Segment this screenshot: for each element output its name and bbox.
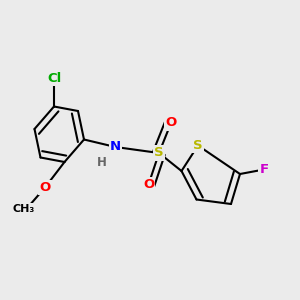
Text: O: O [39, 181, 51, 194]
Text: S: S [154, 146, 164, 160]
Text: Cl: Cl [47, 71, 61, 85]
Text: O: O [165, 116, 177, 130]
Text: H: H [97, 155, 107, 169]
Text: S: S [193, 139, 203, 152]
Text: F: F [260, 163, 268, 176]
Text: CH₃: CH₃ [13, 203, 35, 214]
Text: O: O [143, 178, 154, 191]
Text: N: N [110, 140, 121, 154]
